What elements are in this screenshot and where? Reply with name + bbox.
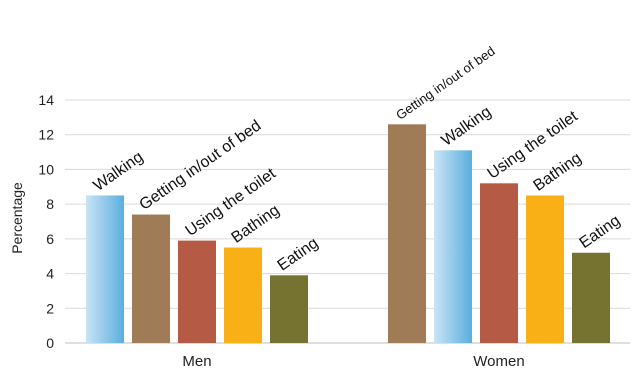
y-tick-label: 14: [38, 92, 54, 108]
category-labels: Men Women: [182, 353, 524, 370]
bar-women-eating: [572, 252, 610, 343]
y-tick-label: 10: [38, 161, 54, 177]
bar-women-walking: [434, 150, 472, 343]
y-tick-label: 12: [38, 127, 54, 143]
category-label: Men: [182, 353, 211, 370]
bar-men-getting-in-out-of-bed: [132, 214, 170, 343]
bar-data-label: Walking: [91, 149, 147, 195]
bars: [86, 124, 610, 343]
bar-women-using-the-toilet: [480, 183, 518, 343]
y-axis-title: Percentage: [9, 182, 25, 254]
y-tick-label: 0: [46, 335, 54, 351]
bar-data-label: Eating: [275, 235, 322, 275]
y-tick-label: 2: [46, 300, 54, 316]
bar-women-bathing: [526, 195, 564, 343]
category-label: Women: [473, 353, 524, 370]
bar-men-eating: [270, 275, 308, 343]
bar-women-getting-in-out-of-bed: [388, 124, 426, 343]
y-tick-label: 6: [46, 231, 54, 247]
bar-men-walking: [86, 195, 124, 343]
bar-data-label: Eating: [577, 212, 624, 252]
bar-men-using-the-toilet: [178, 240, 216, 343]
bar-data-label: Walking: [439, 103, 495, 149]
bar-data-label: Bathing: [531, 150, 585, 195]
y-tick-labels: 0 2 4 6 8 10 12 14: [38, 92, 54, 351]
y-tick-label: 4: [46, 266, 54, 282]
bar-men-bathing: [224, 247, 262, 343]
y-tick-label: 8: [46, 196, 54, 212]
